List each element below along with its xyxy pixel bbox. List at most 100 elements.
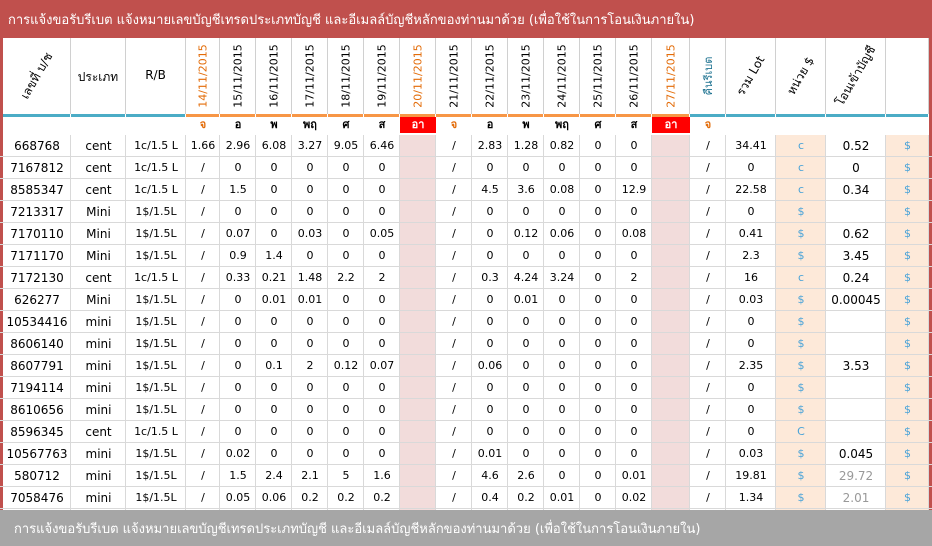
dollar-symbol: $ xyxy=(904,403,911,416)
daily-lot: 0.3 xyxy=(481,271,499,284)
daily-lot: / xyxy=(452,337,456,350)
header-date: 15/11/2015 xyxy=(220,38,256,117)
unit-shade xyxy=(776,135,826,510)
table-row: 10567763 mini 1$/1.5L / 0.02 0 0 0 0 / 0.01 0 0 0 0 / 0.… xyxy=(0,443,932,465)
unit-symbol: $ xyxy=(797,205,805,218)
daily-lot: 0.01 xyxy=(549,491,575,504)
header-date: 16/11/2015 xyxy=(256,38,292,117)
header-underline xyxy=(826,114,885,117)
daily-lot: 0.2 xyxy=(373,491,391,504)
daily-lot: 0 xyxy=(486,205,494,218)
total-lot: 34.41 xyxy=(735,139,767,152)
daily-lot: 2.6 xyxy=(517,469,535,482)
daily-lot xyxy=(652,333,690,355)
daily-lot: 0 xyxy=(234,205,242,218)
daily-lot: 2.2 xyxy=(337,271,355,284)
total-lot: 1.34 xyxy=(738,491,764,504)
day-label: ศ xyxy=(342,118,350,131)
table-row: 7172130 cent 1c/1.5 L / 0.33 0.21 1.48 2.2 2 / 0.3… xyxy=(0,267,932,289)
dollar-symbol: $ xyxy=(904,161,911,174)
daily-lot: 0.05 xyxy=(369,227,395,240)
daily-lot: / xyxy=(452,293,456,306)
rebate-rate: 1$/1.5L xyxy=(135,359,177,372)
daily-lot: 0.02 xyxy=(621,491,647,504)
daily-lot xyxy=(652,267,690,289)
daily-lot: / xyxy=(452,271,456,284)
column-divider xyxy=(70,135,71,510)
header-transfer: โอนเข้าบัญชี xyxy=(826,38,886,117)
daily-lot: 0 xyxy=(522,447,530,460)
daily-lot: / xyxy=(706,271,710,284)
header-date: 21/11/2015 xyxy=(436,38,472,117)
daily-lot: 12.9 xyxy=(621,183,647,196)
table-row: 7171170 Mini 1$/1.5L / 0.9 1.4 0 0 0 / 0 0 0 0 0 / 2.3 $3… xyxy=(0,245,932,267)
daily-lot: 0.01 xyxy=(513,293,539,306)
daily-lot: 0 xyxy=(234,293,242,306)
daily-lot: 1.28 xyxy=(513,139,539,152)
daily-lot xyxy=(652,245,690,267)
day-label: พฤ xyxy=(555,118,569,131)
daily-lot: / xyxy=(452,139,456,152)
transfer-amount: 0.00045 xyxy=(831,293,881,307)
daily-lot: 0 xyxy=(234,425,242,438)
daily-lot: 0 xyxy=(306,315,314,328)
header-underline xyxy=(690,114,725,117)
header-date-label: 16/11/2015 xyxy=(267,44,280,108)
unit-symbol: $ xyxy=(797,447,805,460)
daily-lot: / xyxy=(706,205,710,218)
header-underline xyxy=(436,114,471,117)
header-date-label: 22/11/2015 xyxy=(483,44,496,108)
daily-lot: 0 xyxy=(234,359,242,372)
header-date-label: 21/11/2015 xyxy=(447,44,460,108)
daily-lot: 0 xyxy=(630,315,638,328)
rebate-rate: 1$/1.5L xyxy=(135,205,177,218)
header-dollar xyxy=(886,38,929,117)
daily-lot: 0 xyxy=(594,249,602,262)
column-divider xyxy=(255,135,256,510)
daily-lot: 0 xyxy=(558,381,566,394)
daily-lot xyxy=(400,487,436,509)
column-divider xyxy=(219,135,220,510)
daily-lot: 0 xyxy=(558,425,566,438)
header-type-label: ประเภท xyxy=(77,70,119,84)
account-number: 7171170 xyxy=(10,249,64,263)
column-divider xyxy=(928,135,929,510)
column-divider xyxy=(471,135,472,510)
daily-lot: / xyxy=(452,447,456,460)
daily-lot: 0 xyxy=(234,161,242,174)
daily-lot: / xyxy=(706,381,710,394)
rebate-rate: 1$/1.5L xyxy=(135,315,177,328)
daily-lot: 0 xyxy=(522,359,530,372)
daily-lot: 0.05 xyxy=(225,491,251,504)
unit-symbol: C xyxy=(797,425,805,438)
daily-lot: 0 xyxy=(306,381,314,394)
table-row: 8606140 mini 1$/1.5L / 0 0 0 0 0 / 0 0 0 0 0 / 0 $ $ xyxy=(0,333,932,355)
daily-lot: 0 xyxy=(306,425,314,438)
account-number: 7194114 xyxy=(10,381,64,395)
total-lot: 2.35 xyxy=(738,359,764,372)
total-lot: 0 xyxy=(747,403,755,416)
daily-lot: 0 xyxy=(342,227,350,240)
daily-lot: / xyxy=(706,337,710,350)
daily-lot: 0 xyxy=(378,447,386,460)
account-type: mini xyxy=(85,359,112,373)
column-divider xyxy=(399,135,400,510)
daily-lot: / xyxy=(706,227,710,240)
daily-lot: 0 xyxy=(486,425,494,438)
daily-lot: / xyxy=(452,183,456,196)
transfer-amount: 29.72 xyxy=(838,469,874,483)
daily-lot: 0 xyxy=(342,249,350,262)
daily-lot: 0 xyxy=(594,139,602,152)
daily-lot: 0 xyxy=(342,315,350,328)
daily-lot: 2 xyxy=(378,271,386,284)
total-lot: 2.3 xyxy=(742,249,760,262)
daily-lot xyxy=(652,377,690,399)
day-label: พ xyxy=(522,118,530,131)
daily-lot: 0 xyxy=(630,293,638,306)
daily-lot: 0.08 xyxy=(549,183,575,196)
day-label: จ xyxy=(199,118,207,131)
header-date: 19/11/2015 xyxy=(364,38,400,117)
day-label: อ xyxy=(234,118,242,131)
daily-lot: 0 xyxy=(630,447,638,460)
daily-lot: 0.06 xyxy=(549,227,575,240)
